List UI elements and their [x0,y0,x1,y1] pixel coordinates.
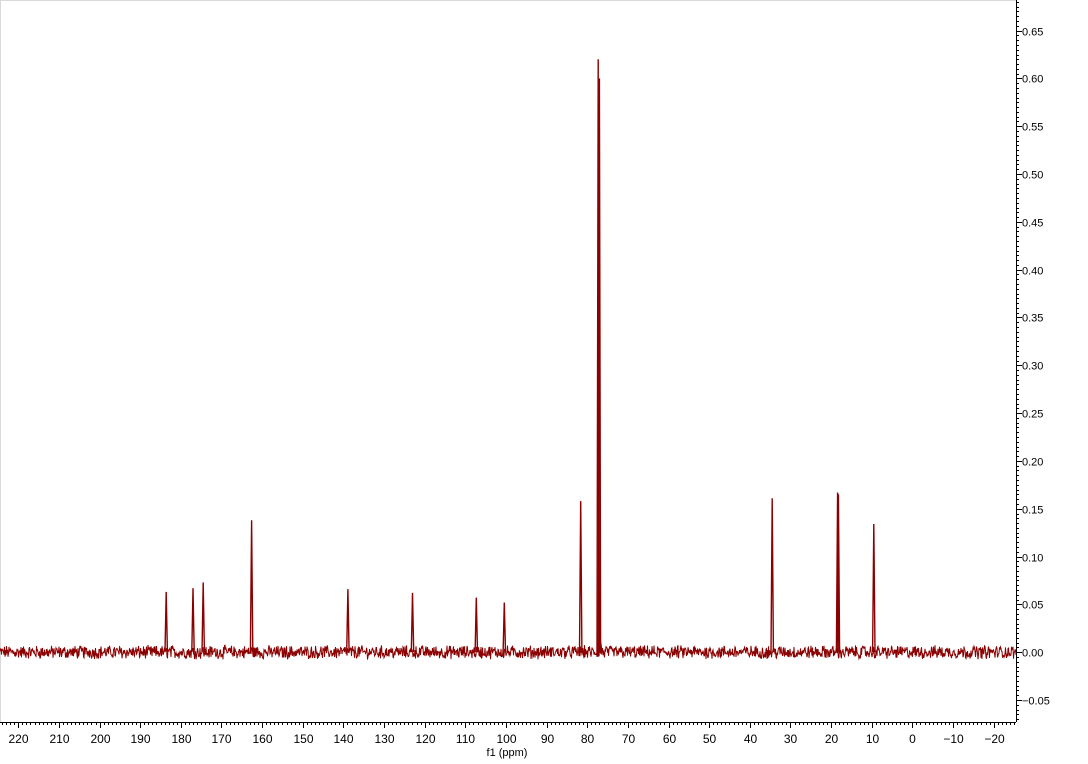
x-tick-label: −20 [984,732,1005,746]
x-tick-label: 40 [744,732,758,746]
y-tick-label: −0.05 [1022,696,1050,708]
y-tick-label: 0.10 [1022,553,1043,565]
spectrum-peak-0 [164,591,169,653]
x-tick-label: 190 [130,732,150,746]
y-tick-label: 0.05 [1022,600,1043,612]
spectrum-peak-2 [201,582,206,653]
y-tick-label: 0.00 [1022,648,1043,660]
spectrum-peak-15 [871,523,876,653]
spectrum-peak-6 [474,597,479,653]
x-tick-label: 140 [333,732,353,746]
spectrum-peak-11 [598,642,603,653]
x-tick-label: 120 [415,732,435,746]
x-tick-label: 160 [252,732,272,746]
x-axis: 220 210 200 190 180 170 160 150 140 130 120 110 100 9… [0,722,1016,746]
plot-area [0,0,1017,722]
x-tick-label: 220 [8,732,28,746]
x-tick-label: 150 [293,732,313,746]
x-tick-label: −10 [943,732,964,746]
spectrum-peak-14 [836,494,841,653]
y-tick-label: 0.15 [1022,505,1043,517]
spectrum-peak-7 [502,602,507,653]
x-tick-label: 30 [784,732,798,746]
y-tick-label: 0.25 [1022,409,1043,421]
y-tick-label: 0.65 [1022,27,1043,39]
x-tick-label: 90 [541,732,555,746]
spectrum-peak-8 [578,501,583,653]
spectrum-peak-3 [249,520,254,653]
y-tick-label: 0.55 [1022,122,1043,134]
x-tick-label: 170 [211,732,231,746]
x-tick-label: 110 [456,732,475,746]
y-tick-label: 0.40 [1022,266,1043,278]
y-tick-label: 0.45 [1022,218,1043,230]
x-tick-label: 130 [374,732,394,746]
x-tick-label: 0 [909,732,916,746]
x-axis-label: f1 (ppm) [487,747,528,759]
spectrum-peak-13 [835,492,840,653]
x-tick-label: 200 [90,732,110,746]
x-tick-label: 50 [703,732,717,746]
y-tick-label: 0.35 [1022,313,1043,325]
spectrum-peak-10 [597,78,602,653]
x-tick-label: 180 [171,732,191,746]
spectrum-peak-4 [346,589,350,653]
y-tick-label: 0.50 [1022,170,1043,182]
spectrum-peak-5 [410,592,415,653]
x-tick-label: 100 [496,732,516,746]
y-tick-label: 0.30 [1022,361,1043,373]
y-tick-label: 0.60 [1022,74,1043,86]
spectrum-peak-12 [770,498,775,653]
x-tick-label: 70 [622,732,636,746]
x-tick-label: 20 [825,732,839,746]
x-tick-label: 80 [581,732,595,746]
y-tick-label: 0.20 [1022,457,1043,469]
spectrum-baseline [0,644,1017,661]
x-tick-label: 10 [866,732,880,746]
spectrum-peak-1 [191,588,195,653]
x-tick-label: 210 [49,732,69,746]
x-tick-label: 60 [663,732,677,746]
y-axis: 0.65 0.60 0.55 0.50 0.45 0.40 0.35 0.30 0.25 0.20… [1016,0,1050,722]
